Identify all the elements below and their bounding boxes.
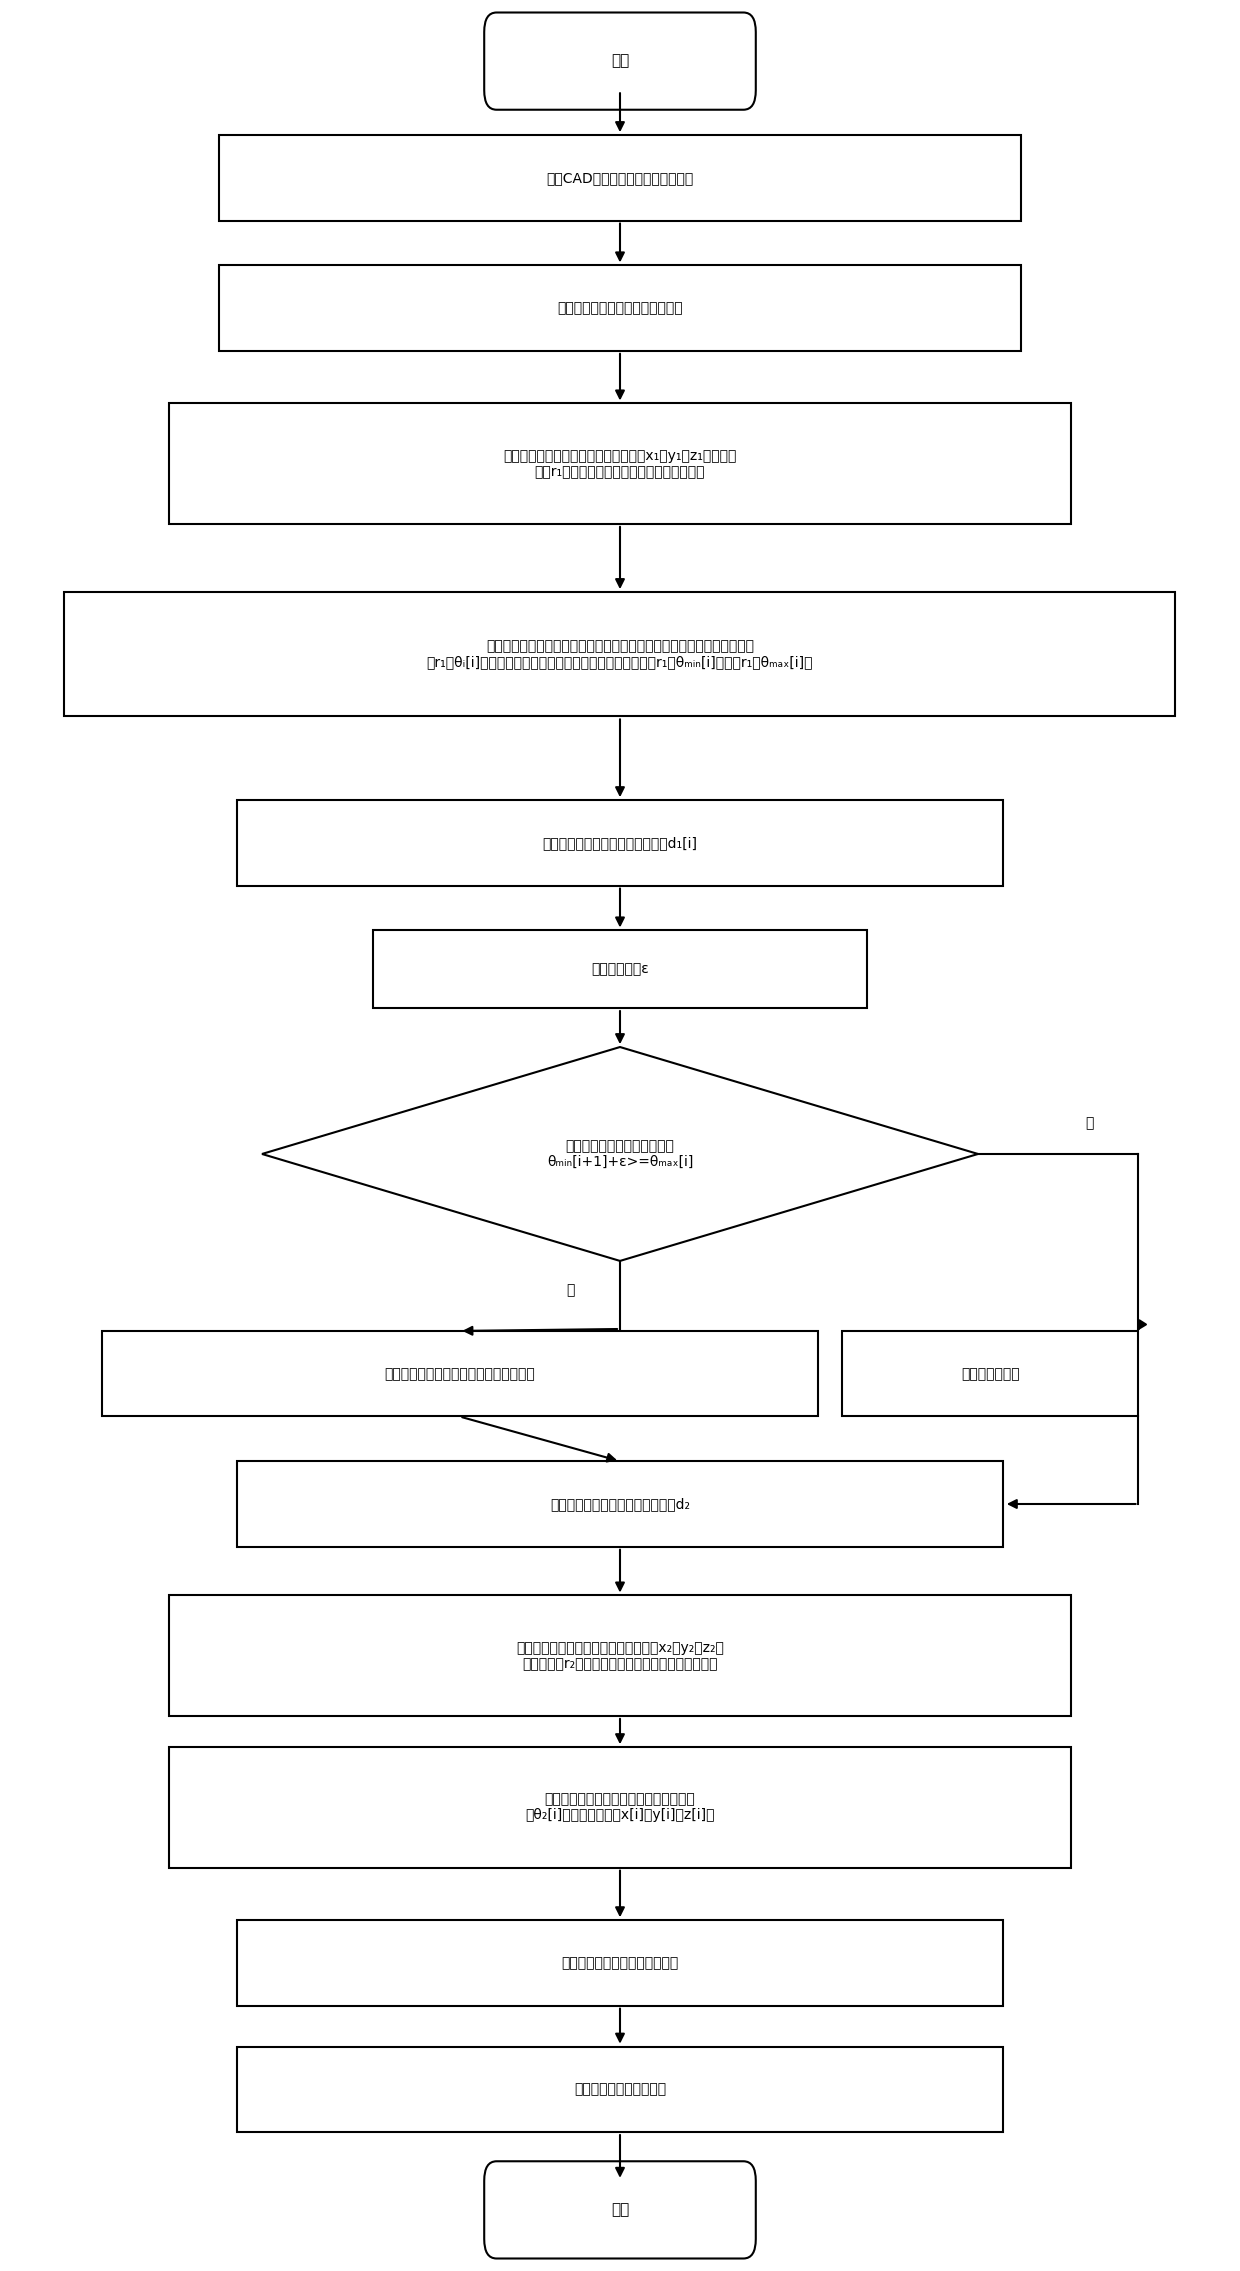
- Text: 选取旧圆弧，获取旧圆弧的圆心坐标（x₁，y₁，z₁）及圆弧
半径r₁，以旧圆弧的圆心为原点建立极坐标系: 选取旧圆弧，获取旧圆弧的圆心坐标（x₁，y₁，z₁）及圆弧 半径r₁，以旧圆弧的…: [503, 450, 737, 479]
- Bar: [373, 931, 867, 1008]
- Text: 开始: 开始: [611, 55, 629, 68]
- Text: 结束: 结束: [611, 2203, 629, 2216]
- Polygon shape: [262, 1047, 978, 1260]
- Text: 输入参数，计算得出最小文字间距d₂: 输入参数，计算得出最小文字间距d₂: [551, 1497, 689, 1510]
- Bar: [102, 1331, 817, 1417]
- Text: 判定两条线条是否为同一字符
θₘᵢₙ[i+1]+ε>=θₘₐₓ[i]: 判定两条线条是否为同一字符 θₘᵢₙ[i+1]+ε>=θₘₐₓ[i]: [547, 1138, 693, 1170]
- Text: 选取新圆弧，获取新圆弧的圆心坐标（x₂，y₂，z₂）
及圆弧半径r₂，以新圆弧的圆心为原点建立极坐标系: 选取新圆弧，获取新圆弧的圆心坐标（x₂，y₂，z₂） 及圆弧半径r₂，以新圆弧的…: [516, 1640, 724, 1671]
- Bar: [170, 404, 1070, 525]
- Bar: [237, 1460, 1003, 1547]
- Text: 选取目标文字，将目标文字各字符基点坐标转换为该极坐标系中的极坐标
（r₁，θᵢ[i]），获取目标文字各字符的边界极值的极坐标（r₁，θₘᵢₙ[i]）、（r₁，θ: 选取目标文字，将目标文字各字符基点坐标转换为该极坐标系中的极坐标 （r₁，θᵢ[…: [427, 638, 813, 670]
- Text: 修改CAD系统变量，即关闭干扰图层: 修改CAD系统变量，即关闭干扰图层: [547, 170, 693, 184]
- Bar: [64, 593, 1176, 715]
- Text: 设置过滤条件，筛出特定文字样式: 设置过滤条件，筛出特定文字样式: [557, 302, 683, 316]
- Text: 否: 否: [1085, 1115, 1094, 1131]
- Text: 识别为不同字符: 识别为不同字符: [961, 1367, 1019, 1381]
- Text: 是: 是: [567, 1283, 575, 1297]
- Bar: [170, 1597, 1070, 1717]
- Text: 计算得出目标文字在新圆弧上的最终角度
值θ₂[i]和最终坐标值（x[i]，y[i]，z[i]）: 计算得出目标文字在新圆弧上的最终角度 值θ₂[i]和最终坐标值（x[i]，y[i…: [526, 1792, 714, 1821]
- FancyBboxPatch shape: [484, 14, 756, 109]
- Bar: [170, 1746, 1070, 1867]
- Text: 恢复系统变量，即打开干扰图层: 恢复系统变量，即打开干扰图层: [562, 1955, 678, 1969]
- Bar: [218, 134, 1022, 220]
- Bar: [842, 1331, 1138, 1417]
- Text: 识别为同一字符，并赋予相同的边界极值: 识别为同一字符，并赋予相同的边界极值: [384, 1367, 534, 1381]
- Bar: [237, 2046, 1003, 2132]
- FancyBboxPatch shape: [484, 2162, 756, 2257]
- Bar: [237, 1921, 1003, 2005]
- Bar: [218, 266, 1022, 350]
- Text: 输入间隙公差ε: 输入间隙公差ε: [591, 963, 649, 977]
- Text: 在各字符之间插入验证圆: 在各字符之间插入验证圆: [574, 2083, 666, 2096]
- Text: 计算得出目标文字的实际文字间距d₁[i]: 计算得出目标文字的实际文字间距d₁[i]: [543, 836, 697, 849]
- Bar: [237, 799, 1003, 886]
